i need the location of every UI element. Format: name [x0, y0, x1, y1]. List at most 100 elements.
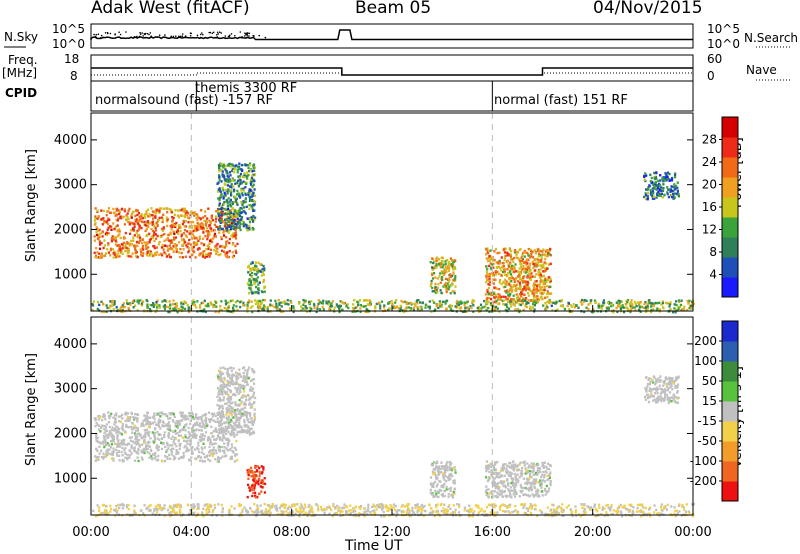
data-cell-rising-arc — [247, 192, 250, 195]
data-cell-evening-patch — [504, 278, 507, 281]
data-cell-rising-arc — [239, 182, 242, 185]
data-cell-main-ionospheric — [136, 413, 140, 416]
data-cell-main-ionospheric — [184, 434, 187, 437]
data-cell-near-range — [472, 304, 475, 307]
data-cell-main-ionospheric — [197, 448, 200, 451]
data-cell-rising-arc — [242, 414, 245, 417]
data-cell-rising-arc — [242, 180, 245, 183]
data-cell-low-ground-streak — [258, 466, 261, 470]
colorbar-tick-label: 24 — [702, 155, 717, 169]
data-cell-main-ionospheric — [168, 239, 171, 242]
data-cell-main-ionospheric — [143, 434, 147, 437]
data-cell-near-range — [533, 308, 536, 311]
data-cell-low-ground-streak — [253, 487, 256, 490]
data-cell-main-ionospheric — [95, 433, 98, 436]
data-cell-rising-arc — [225, 402, 228, 405]
nsearch-point — [217, 33, 219, 35]
nsearch-point — [136, 35, 138, 38]
data-cell-rising-arc — [252, 220, 255, 223]
data-cell-midday-patch — [433, 272, 436, 275]
data-cell-near-range — [127, 302, 130, 306]
data-cell-main-ionospheric — [141, 254, 144, 257]
data-cell-midday-patch — [450, 262, 453, 266]
data-cell-rising-arc — [223, 191, 226, 195]
data-cell-main-ionospheric — [101, 415, 104, 419]
data-cell-late-high — [669, 188, 672, 191]
data-cell-late-high — [677, 192, 680, 196]
data-cell-main-ionospheric — [179, 442, 182, 446]
data-cell-midday-patch — [448, 267, 451, 270]
data-cell-near-range — [410, 303, 413, 306]
data-cell-near-range — [510, 305, 513, 308]
data-cell-main-ionospheric — [112, 452, 115, 455]
data-cell-rising-arc — [223, 385, 226, 389]
data-cell-main-ionospheric — [103, 431, 106, 435]
data-cell-late-high — [659, 187, 662, 191]
data-cell-rising-arc — [229, 420, 232, 423]
data-cell-near-range — [207, 304, 210, 308]
data-cell-midday-patch — [448, 474, 451, 478]
data-cell-rising-arc — [218, 404, 221, 408]
data-cell-near-range — [680, 299, 683, 302]
data-cell-main-ionospheric — [218, 449, 221, 452]
nsearch-point — [158, 34, 161, 36]
data-cell-main-ionospheric — [142, 441, 145, 444]
data-cell-evening-patch — [505, 298, 508, 301]
data-cell-main-ionospheric — [232, 232, 235, 235]
data-cell-main-ionospheric — [148, 423, 151, 426]
data-cell-midday-patch — [440, 461, 443, 464]
data-cell-rising-arc — [246, 177, 249, 180]
data-cell-rising-arc — [218, 208, 221, 211]
data-cell-rising-arc — [237, 212, 240, 215]
data-cell-evening-patch — [485, 270, 488, 274]
data-cell-rising-arc — [233, 190, 236, 193]
data-cell-main-ionospheric — [123, 208, 126, 211]
data-cell-near-range — [249, 306, 252, 309]
data-cell-main-ionospheric — [195, 428, 198, 431]
data-cell-main-ionospheric — [154, 215, 157, 218]
data-cell-main-ionospheric — [175, 250, 178, 253]
data-cell-main-ionospheric — [96, 228, 99, 232]
data-cell-midday-patch — [432, 494, 436, 498]
data-cell-main-ionospheric — [99, 430, 102, 433]
data-cell-rising-arc — [238, 374, 241, 377]
data-cell-near-range — [461, 310, 464, 313]
data-cell-rising-arc — [236, 404, 239, 407]
data-cell-near-range — [674, 308, 677, 311]
data-cell-main-ionospheric — [222, 433, 225, 437]
data-cell-rising-arc — [248, 162, 252, 165]
data-cell-main-ionospheric — [94, 455, 97, 458]
data-cell-main-ionospheric — [209, 449, 212, 452]
data-cell-near-range — [304, 300, 307, 303]
data-cell-main-ionospheric — [213, 449, 216, 452]
data-cell-main-ionospheric — [122, 429, 125, 432]
data-cell-main-ionospheric — [165, 216, 168, 219]
data-cell-main-ionospheric — [122, 442, 125, 445]
data-cell-near-range — [181, 306, 184, 309]
data-cell-near-range — [305, 310, 309, 313]
data-cell-evening-patch — [541, 286, 544, 289]
data-cell-rising-arc — [249, 178, 253, 182]
data-cell-main-ionospheric — [136, 419, 139, 422]
nsearch-point — [219, 31, 221, 33]
data-cell-main-ionospheric — [207, 252, 210, 256]
data-cell-midday-patch — [430, 279, 433, 283]
data-cell-main-ionospheric — [194, 237, 198, 240]
data-cell-main-ionospheric — [223, 250, 226, 253]
data-cell-low-ground-streak — [252, 477, 256, 480]
data-cell-rising-arc — [230, 412, 233, 415]
data-cell-near-range — [176, 311, 179, 314]
data-cell-main-ionospheric — [124, 430, 127, 433]
data-cell-main-ionospheric — [205, 422, 208, 426]
data-cell-main-ionospheric — [225, 244, 228, 248]
data-cell-main-ionospheric — [220, 418, 223, 422]
data-cell-main-ionospheric — [127, 418, 130, 421]
data-cell-main-ionospheric — [169, 457, 172, 460]
data-cell-evening-patch — [541, 266, 544, 269]
data-cell-main-ionospheric — [219, 456, 222, 460]
data-cell-main-ionospheric — [103, 428, 106, 431]
colorbar-swatch — [722, 177, 738, 198]
data-cell-rising-arc — [239, 175, 242, 178]
data-cell-main-ionospheric — [150, 449, 153, 452]
data-cell-main-ionospheric — [219, 253, 222, 256]
